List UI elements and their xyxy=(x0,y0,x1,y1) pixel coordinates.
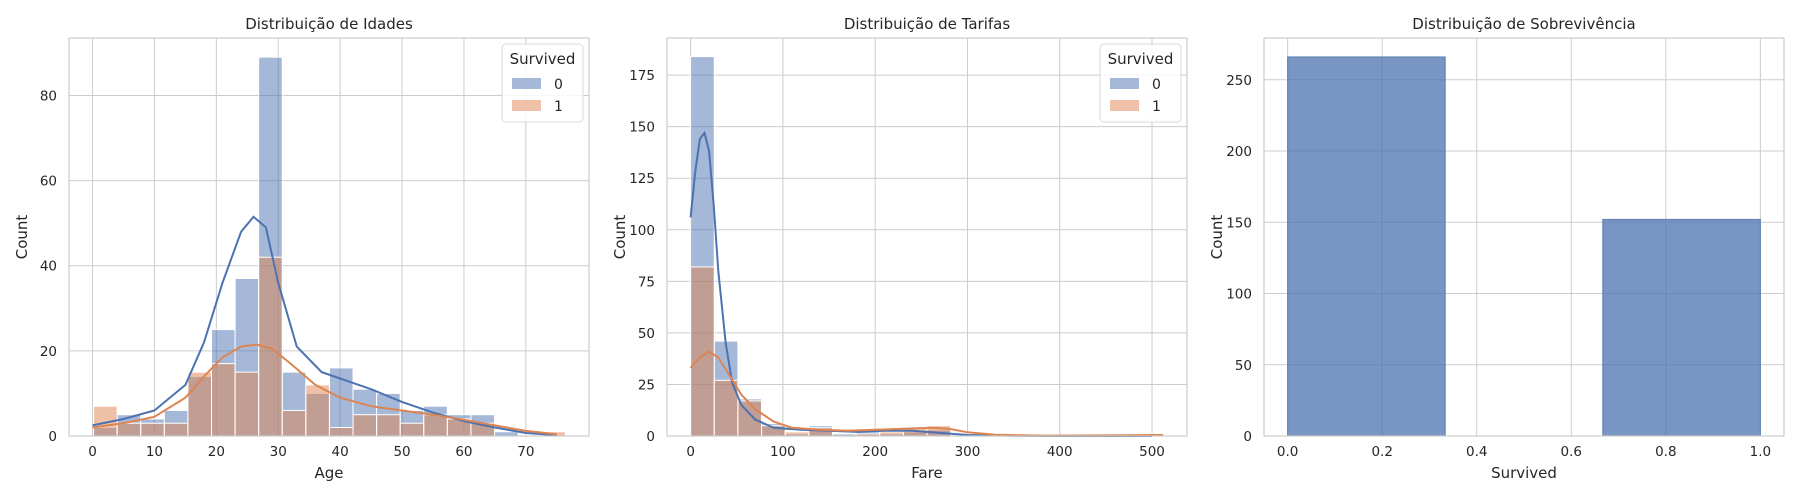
legend-label-1: 1 xyxy=(1152,99,1161,115)
x-tick-label: 1.0 xyxy=(1750,444,1771,460)
x-tick-label: 10 xyxy=(146,444,163,460)
y-tick-label: 100 xyxy=(1226,287,1252,303)
histogram-bar xyxy=(1287,56,1446,437)
x-tick-label: 40 xyxy=(332,444,349,460)
x-tick-label: 200 xyxy=(862,444,888,460)
legend-title: Survived xyxy=(1108,50,1174,68)
chart-title: Distribuição de Idades xyxy=(245,15,413,33)
x-tick-label: 20 xyxy=(208,444,225,460)
legend-label-0: 0 xyxy=(1152,77,1161,93)
legend: Survived 0 1 xyxy=(1099,43,1182,123)
histogram-bar-series-0 xyxy=(494,431,519,437)
x-tick-label: 0.8 xyxy=(1655,444,1676,460)
legend-swatch-1 xyxy=(512,100,541,111)
kde-line-series-1 xyxy=(689,350,1164,437)
y-tick-label: 50 xyxy=(1235,358,1252,374)
x-tick-label: 400 xyxy=(1047,444,1073,460)
histogram-bar-series-1 xyxy=(328,426,354,437)
x-tick-label: 60 xyxy=(455,444,472,460)
y-tick-label: 150 xyxy=(629,120,655,136)
histogram-bar-series-1 xyxy=(163,422,189,437)
legend-label-1: 1 xyxy=(554,99,563,115)
legend-swatch-0 xyxy=(512,78,541,89)
y-axis-label: Count xyxy=(1208,215,1226,260)
y-tick-label: 60 xyxy=(40,174,57,190)
histogram-bar-series-1 xyxy=(352,414,378,437)
x-tick-label: 100 xyxy=(770,444,796,460)
x-tick-label: 70 xyxy=(517,444,534,460)
axes-frame xyxy=(666,37,1188,437)
y-tick-label: 50 xyxy=(638,326,655,342)
x-tick-label: 0.6 xyxy=(1561,444,1582,460)
histogram-bar-series-1 xyxy=(116,422,142,437)
histogram-bar-series-1 xyxy=(305,384,330,437)
x-tick-label: 0.0 xyxy=(1277,444,1298,460)
kde-line-series-0 xyxy=(689,130,1152,437)
y-tick-label: 125 xyxy=(629,171,655,187)
axes-frame xyxy=(1263,37,1785,437)
y-tick-label: 100 xyxy=(629,223,655,239)
histogram-bar-series-1 xyxy=(879,431,904,437)
x-tick-label: 50 xyxy=(393,444,410,460)
histogram-bar-series-1 xyxy=(784,431,810,437)
histogram-bar-series-1 xyxy=(234,371,260,437)
legend-swatch-1 xyxy=(1110,100,1139,111)
y-tick-label: 20 xyxy=(40,344,57,360)
legend: Survived 0 1 xyxy=(501,43,584,123)
x-tick-label: 0.4 xyxy=(1466,444,1487,460)
axes-frame xyxy=(68,37,590,437)
x-tick-label: 0 xyxy=(88,444,97,460)
y-tick-label: 0 xyxy=(1243,429,1252,445)
x-tick-label: 30 xyxy=(270,444,287,460)
survived-histogram-panel: 0.0 0.2 0.4 0.6 0.8 1.0 0 50 100 150 200 250 Distrib… xyxy=(1208,15,1785,482)
chart-title: Distribuição de Tarifas xyxy=(844,15,1011,33)
y-tick-label: 200 xyxy=(1226,144,1252,160)
y-tick-label: 25 xyxy=(638,377,655,393)
x-tick-label: 0.2 xyxy=(1371,444,1392,460)
x-axis-label: Fare xyxy=(911,464,943,482)
y-tick-label: 175 xyxy=(629,68,655,84)
histogram-bar-series-1 xyxy=(140,422,165,437)
fare-histogram-panel: 0 100 200 300 400 500 0 25 50 75 100 125 150 175 Distr… xyxy=(611,15,1188,482)
y-tick-label: 80 xyxy=(40,88,57,104)
legend-label-0: 0 xyxy=(554,77,563,93)
x-tick-label: 0 xyxy=(686,444,695,460)
y-tick-label: 0 xyxy=(48,429,57,445)
legend-swatch-0 xyxy=(1110,78,1139,89)
histogram-bar-series-1 xyxy=(211,363,236,437)
chart-title: Distribuição de Sobrevivência xyxy=(1412,15,1635,33)
x-axis-label: Survived xyxy=(1491,464,1557,482)
y-axis-label: Count xyxy=(13,215,31,260)
x-axis-label: Age xyxy=(314,464,343,482)
histogram-bar-series-1 xyxy=(376,414,401,437)
histogram-bar xyxy=(1602,218,1761,437)
y-axis-label: Count xyxy=(611,215,629,260)
x-tick-label: 500 xyxy=(1139,444,1165,460)
y-tick-label: 75 xyxy=(638,274,655,290)
x-tick-label: 300 xyxy=(955,444,981,460)
histogram-bar-series-1 xyxy=(423,414,448,437)
histogram-bar-series-1 xyxy=(399,422,425,437)
y-tick-label: 250 xyxy=(1226,73,1252,89)
y-tick-label: 0 xyxy=(646,429,655,445)
legend-title: Survived xyxy=(510,50,576,68)
y-tick-label: 40 xyxy=(40,259,57,275)
kde-line-series-1 xyxy=(92,343,557,436)
histogram-bar-series-1 xyxy=(281,409,307,437)
y-tick-label: 150 xyxy=(1226,215,1252,231)
